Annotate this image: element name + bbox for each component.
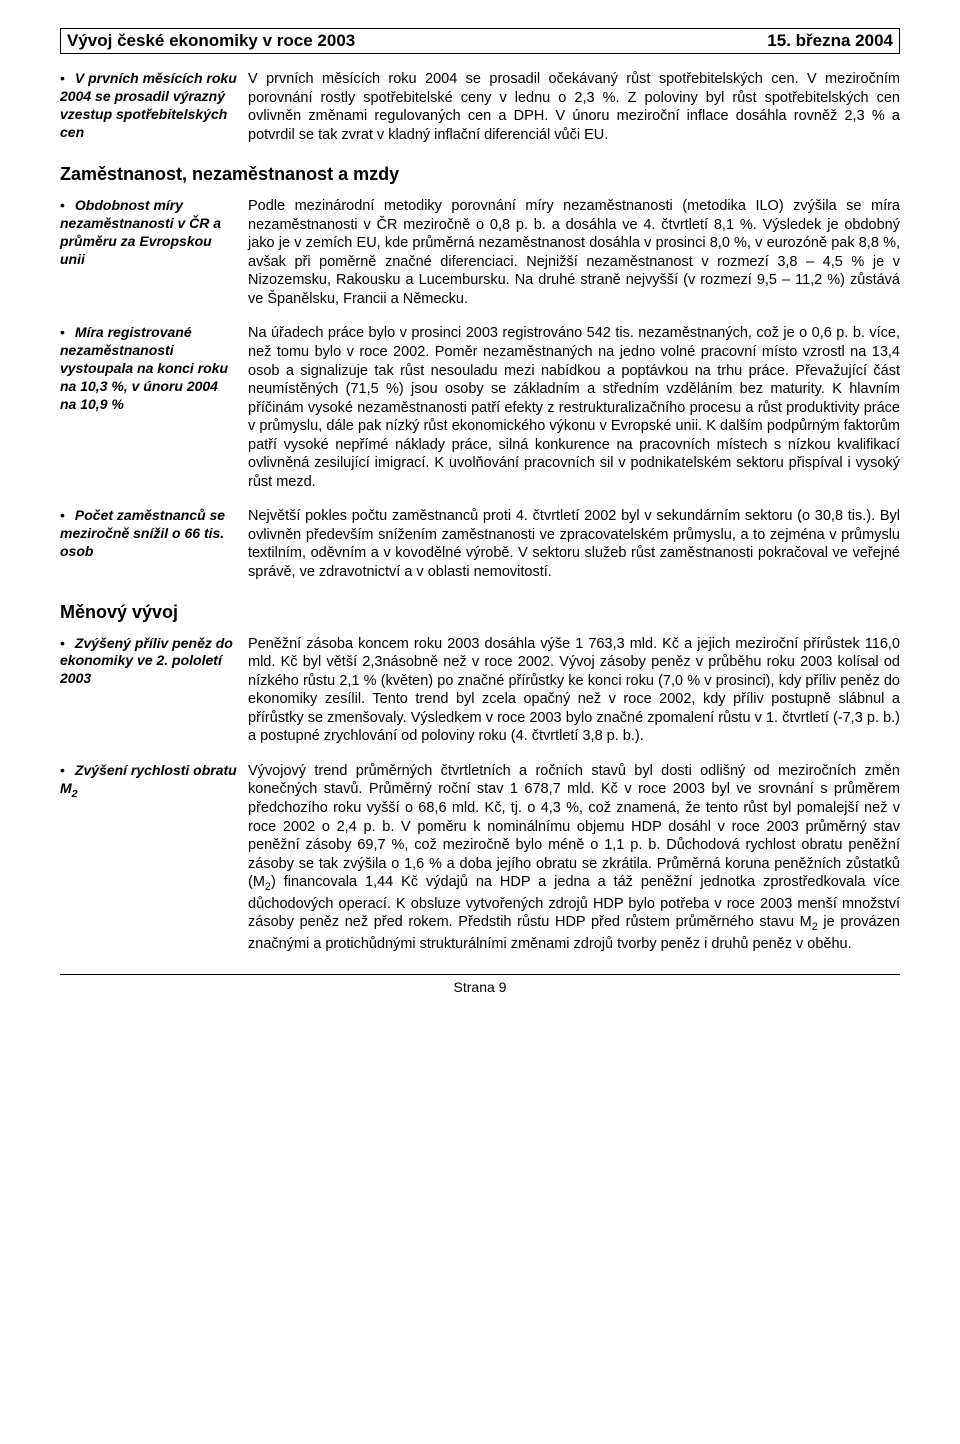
intro-block: V prvních měsících roku 2004 se prosadil… xyxy=(60,70,900,144)
page-footer: Strana 9 xyxy=(60,974,900,995)
body-paragraph: V prvních měsících roku 2004 se prosadil… xyxy=(248,70,900,144)
side-note: Počet zaměstnanců se meziročně snížil o … xyxy=(60,507,248,581)
body-paragraph: Na úřadech práce bylo v prosinci 2003 re… xyxy=(248,324,900,491)
section2-block-1: Zvýšení rychlosti obratu M2 Vývojový tre… xyxy=(60,762,900,954)
section1-block-0: Obdobnost míry nezaměstnanosti v ČR a pr… xyxy=(60,197,900,308)
side-text: Zvýšený příliv peněz do ekonomiky ve 2. … xyxy=(60,635,238,689)
section2-block-0: Zvýšený příliv peněz do ekonomiky ve 2. … xyxy=(60,635,900,746)
section1-block-1: Míra registrované nezaměstnanosti vystou… xyxy=(60,324,900,491)
page-header: Vývoj české ekonomiky v roce 2003 15. bř… xyxy=(60,28,900,54)
page: Vývoj české ekonomiky v roce 2003 15. bř… xyxy=(0,0,960,1015)
side-note: Obdobnost míry nezaměstnanosti v ČR a pr… xyxy=(60,197,248,308)
side-text: Obdobnost míry nezaměstnanosti v ČR a pr… xyxy=(60,197,238,269)
header-title: Vývoj české ekonomiky v roce 2003 xyxy=(67,31,355,51)
body-paragraph: Vývojový trend průměrných čtvrtletních a… xyxy=(248,762,900,954)
side-note: Míra registrované nezaměstnanosti vystou… xyxy=(60,324,248,491)
side-text: Zvýšení rychlosti obratu M2 xyxy=(60,762,238,801)
side-note: V prvních měsících roku 2004 se prosadil… xyxy=(60,70,248,144)
side-text: Míra registrované nezaměstnanosti vystou… xyxy=(60,324,238,414)
side-text: V prvních měsících roku 2004 se prosadil… xyxy=(60,70,238,142)
side-note: Zvýšený příliv peněz do ekonomiky ve 2. … xyxy=(60,635,248,746)
page-number: Strana 9 xyxy=(454,979,507,995)
section-heading-monetary: Měnový vývoj xyxy=(60,602,900,623)
side-text: Počet zaměstnanců se meziročně snížil o … xyxy=(60,507,238,561)
section-heading-employment: Zaměstnanost, nezaměstnanost a mzdy xyxy=(60,164,900,185)
header-date: 15. března 2004 xyxy=(767,31,893,51)
body-paragraph: Podle mezinárodní metodiky porovnání mír… xyxy=(248,197,900,308)
section1-block-2: Počet zaměstnanců se meziročně snížil o … xyxy=(60,507,900,581)
body-paragraph: Největší pokles počtu zaměstnanců proti … xyxy=(248,507,900,581)
side-note: Zvýšení rychlosti obratu M2 xyxy=(60,762,248,954)
body-paragraph: Peněžní zásoba koncem roku 2003 dosáhla … xyxy=(248,635,900,746)
